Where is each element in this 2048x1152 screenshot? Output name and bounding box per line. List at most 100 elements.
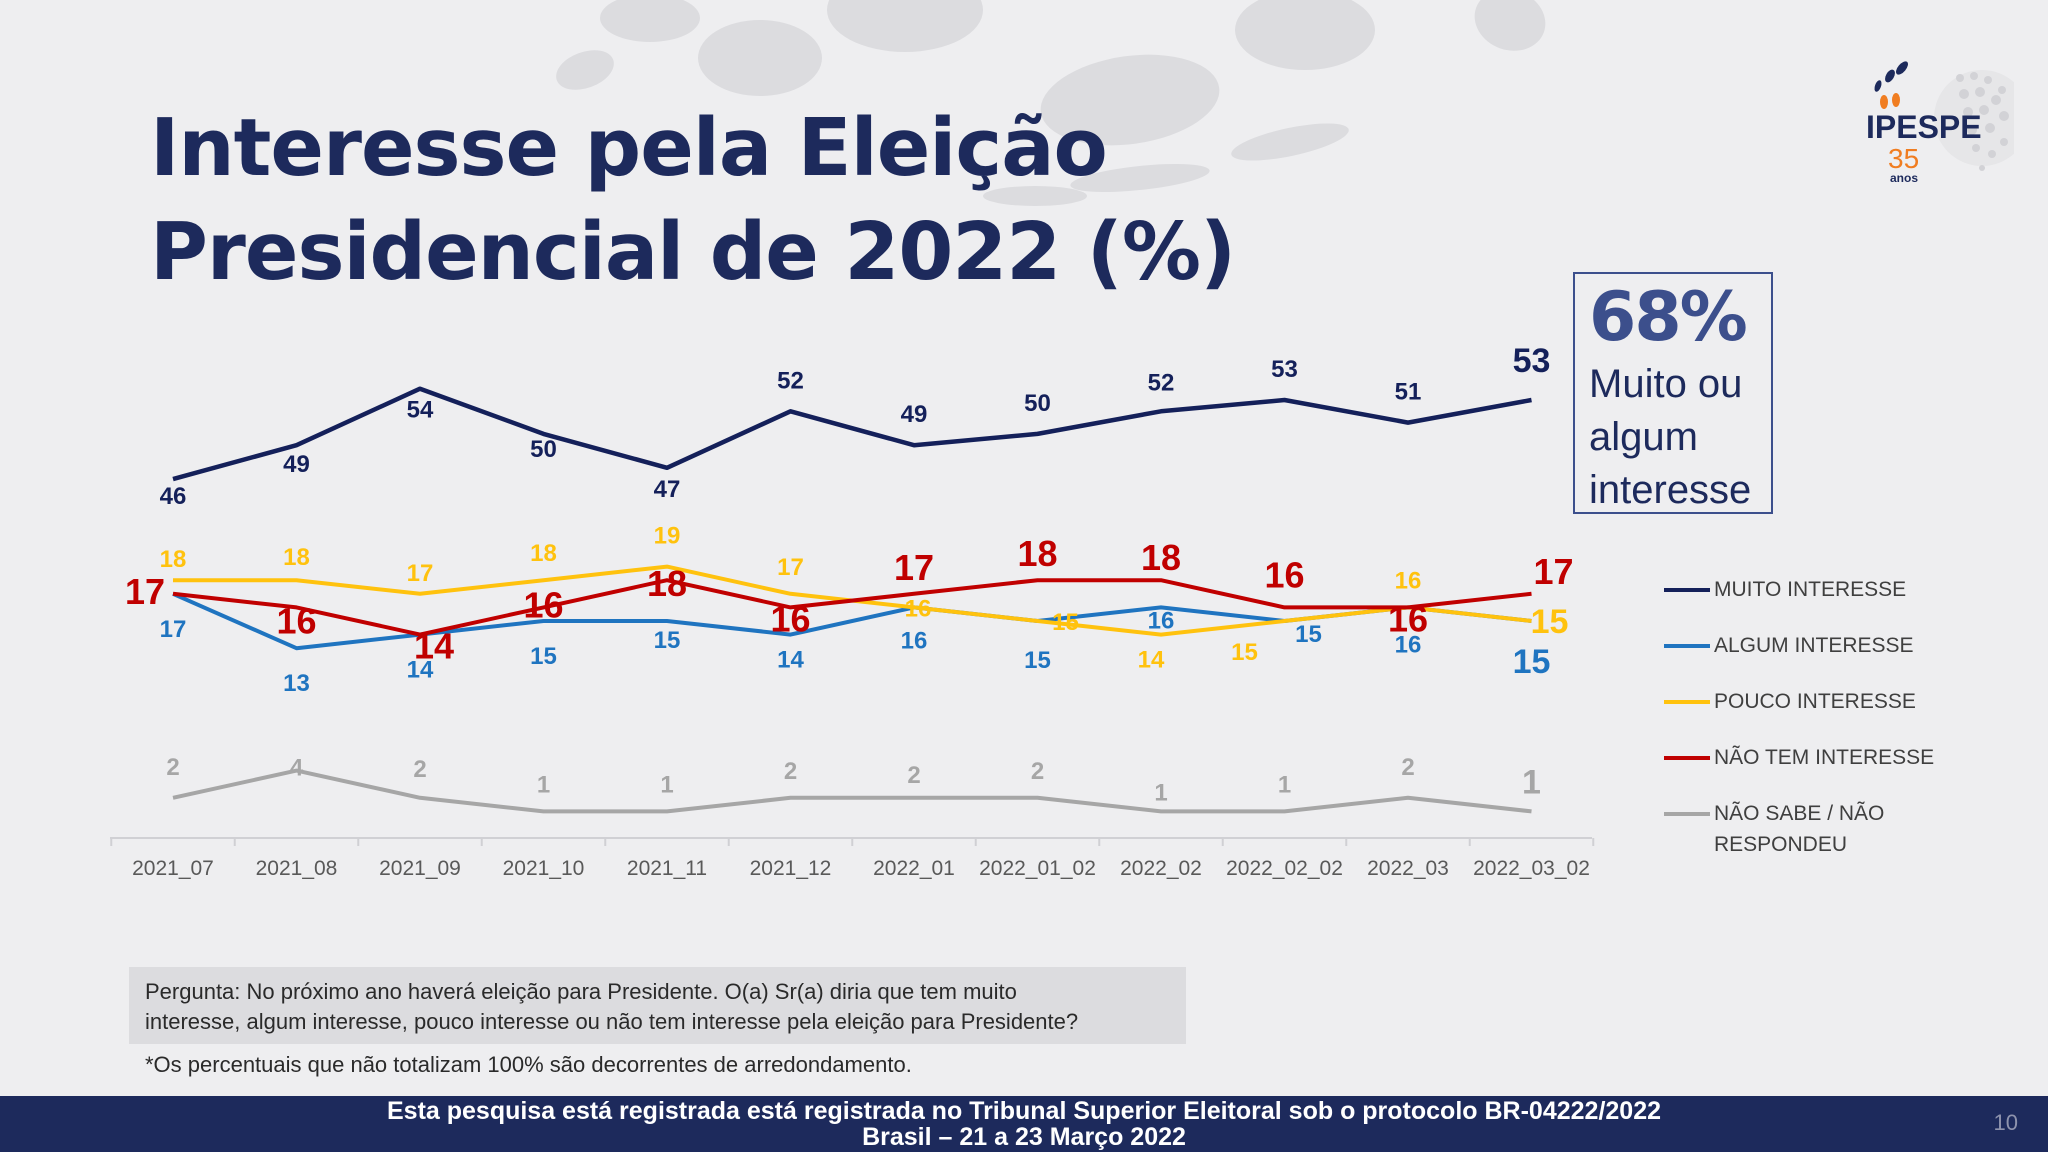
question-line-2: interesse, algum interesse, pouco intere… (145, 1009, 1079, 1034)
data-label: 46 (160, 483, 187, 510)
data-label: 52 (1148, 369, 1175, 396)
data-label: 53 (1513, 342, 1551, 380)
legend-item-muito: MUITO INTERESSE (1664, 572, 1964, 628)
data-label: 18 (1017, 533, 1057, 574)
callout-percent: 68% (1589, 278, 1748, 357)
legend-swatch (1664, 700, 1710, 704)
footer-line-2: Brasil – 21 a 23 Março 2022 (862, 1123, 1186, 1151)
legend-item-nao-tem: NÃO TEM INTERESSE (1664, 740, 1964, 796)
data-label: 16 (523, 584, 563, 625)
data-label: 1 (1278, 771, 1291, 798)
x-tick-label: 2021_11 (627, 857, 707, 880)
data-label: 15 (1024, 647, 1051, 674)
x-tick-label: 2021_08 (256, 857, 338, 880)
data-label: 15 (1231, 639, 1258, 666)
data-label: 15 (1513, 643, 1551, 681)
footer-text: Esta pesquisa está registrada está regis… (0, 1098, 2048, 1150)
data-label: 16 (1148, 607, 1175, 634)
summary-callout: 68% Muito ou algum interesse (1573, 272, 1773, 514)
x-tick-label: 2021_12 (750, 857, 832, 880)
legend-item-algum: ALGUM INTERESSE (1664, 628, 1964, 684)
legend-swatch (1664, 756, 1710, 760)
title-line-1: Interesse pela Eleição (150, 102, 1108, 194)
legend-label: MUITO INTERESSE (1714, 578, 1907, 601)
data-label: 49 (283, 451, 310, 478)
data-label: 14 (414, 626, 454, 667)
logo-years: 35 (1888, 143, 1919, 174)
data-label: 14 (777, 647, 804, 674)
series-line (172, 386, 1532, 482)
data-label: 14 (1138, 647, 1165, 674)
data-label: 2 (413, 756, 426, 783)
series-line (172, 768, 1532, 814)
legend-label: NÃO TEM INTERESSE (1714, 746, 1935, 769)
data-label: 15 (1052, 609, 1079, 636)
x-tick-label: 2021_07 (132, 857, 214, 880)
legend-label: ALGUM INTERESSE (1714, 634, 1914, 657)
data-label: 16 (770, 598, 810, 639)
data-label: 18 (530, 540, 557, 567)
data-label: 2 (907, 762, 920, 789)
page-number: 10 (1993, 1110, 2018, 1135)
legend-label: NÃO SABE / NÃO RESPONDEU (1714, 798, 1884, 860)
data-label: 16 (1395, 631, 1422, 658)
title-line-2: Presidencial de 2022 (%) (150, 206, 1236, 298)
data-label: 1 (537, 771, 550, 798)
x-tick-label: 2022_02_02 (1226, 857, 1343, 880)
x-tick-label: 2022_01 (873, 857, 955, 880)
data-label: 2 (1031, 758, 1044, 785)
data-label: 13 (283, 670, 310, 697)
data-label: 47 (654, 476, 681, 503)
data-label: 15 (530, 643, 557, 670)
callout-caption-line-1: Muito ou (1589, 362, 1743, 406)
chart-legend: MUITO INTERESSE ALGUM INTERESSE POUCO IN… (1664, 572, 1964, 856)
legend-label-line-1: NÃO SABE / NÃO (1714, 802, 1885, 825)
page-title: Interesse pela Eleição Presidencial de 2… (150, 96, 1236, 304)
footer-line-1: Esta pesquisa está registrada está regis… (386, 1097, 1662, 1125)
data-label: 15 (654, 627, 681, 654)
legend-item-nao-sabe: NÃO SABE / NÃO RESPONDEU (1664, 796, 1964, 856)
x-tick-label: 2022_01_02 (979, 857, 1096, 880)
x-tick-label: 2021_09 (379, 857, 461, 880)
ipespe-logo: IPESPE 35 anos (1866, 61, 2014, 185)
data-label: 52 (777, 367, 804, 394)
footer-bar: Esta pesquisa está registrada está regis… (0, 1096, 2048, 1152)
x-tick-label: 2022_03 (1367, 857, 1449, 880)
data-label: 14 (407, 657, 434, 684)
x-tick-label: 2022_03_02 (1473, 857, 1590, 880)
legend-label-line-2: RESPONDEU (1714, 833, 1848, 856)
data-label: 17 (1533, 551, 1573, 592)
data-label: 18 (647, 563, 687, 604)
data-label: 2 (166, 754, 179, 781)
data-label: 50 (530, 436, 557, 463)
survey-question: Pergunta: No próximo ano haverá eleição … (129, 967, 1186, 1044)
x-tick-label: 2021_10 (503, 857, 585, 880)
callout-caption-line-3: interesse (1589, 468, 1752, 512)
background-decoration (556, 0, 1546, 206)
legend-swatch (1664, 812, 1710, 816)
data-label: 17 (407, 560, 434, 587)
series-line (172, 578, 1532, 637)
data-label: 2 (784, 758, 797, 785)
data-label: 17 (125, 571, 165, 612)
data-label: 51 (1395, 379, 1422, 406)
data-label: 18 (283, 544, 310, 571)
data-label: 1 (1154, 779, 1167, 806)
legend-swatch (1664, 588, 1710, 592)
data-label: 50 (1024, 390, 1051, 417)
data-label: 17 (160, 616, 187, 643)
legend-swatch (1664, 644, 1710, 648)
legend-label: POUCO INTERESSE (1714, 690, 1916, 713)
data-label: 18 (1141, 537, 1181, 578)
data-label: 16 (1388, 598, 1428, 639)
data-label: 1 (1522, 763, 1541, 801)
callout-caption-line-2: algum (1589, 415, 1698, 459)
data-label: 17 (777, 554, 804, 581)
data-label: 16 (1395, 567, 1422, 594)
data-label: 17 (894, 547, 934, 588)
footnote: *Os percentuais que não totalizam 100% s… (145, 1052, 912, 1077)
data-label: 15 (1295, 621, 1322, 648)
data-label: 54 (407, 397, 434, 424)
data-label: 19 (654, 523, 681, 550)
